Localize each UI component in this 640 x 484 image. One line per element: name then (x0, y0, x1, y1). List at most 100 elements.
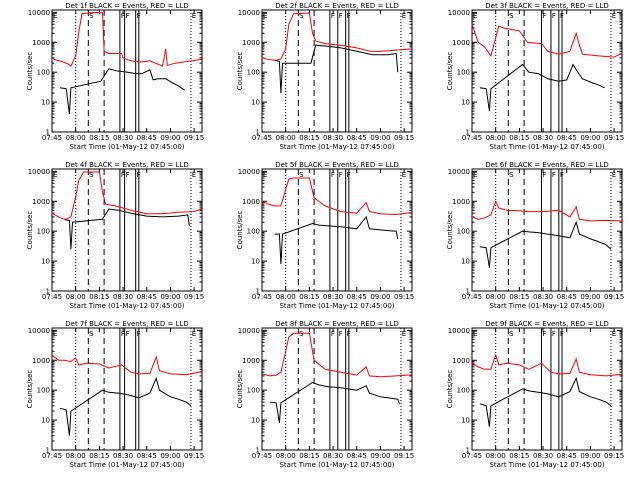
x-tick-label: 08:00 (66, 452, 86, 460)
x-tick-label: 08:00 (486, 452, 506, 460)
y-axis-label: Counts/sec (446, 211, 454, 250)
marker-label-f: F (121, 330, 125, 338)
panel-title: Det 5f BLACK = Events, RED = LLD (275, 161, 398, 169)
events-series-line (59, 68, 185, 115)
plot-frame (261, 327, 413, 451)
marker-label-e: E (263, 12, 267, 20)
y-tick-label: 100 (37, 228, 50, 236)
x-tick-label: 08:30 (113, 293, 133, 301)
x-tick-label: 08:00 (66, 293, 86, 301)
x-tick-label: 08:30 (113, 452, 133, 460)
marker-label-e: E (612, 171, 616, 179)
x-tick-label: 08:00 (486, 293, 506, 301)
y-axis-label: Counts/sec (26, 370, 34, 409)
x-tick-label: 07:45 (252, 134, 272, 142)
x-tick-label: 08:15 (89, 293, 109, 301)
marker-label-s: S (509, 12, 514, 20)
x-tick-label: 08:00 (276, 293, 296, 301)
y-axis-label: Counts/sec (26, 52, 34, 91)
lld-series-line (261, 177, 413, 216)
events-series-line (64, 208, 190, 250)
plot-frame (261, 168, 413, 292)
x-axis-label: Start Time (01-May-12 07:45:00) (489, 143, 604, 151)
marker-label-f: F (331, 12, 335, 20)
panel-title: Det 1f BLACK = Events, RED = LLD (65, 2, 188, 10)
marker-label-e: E (473, 330, 477, 338)
marker-label-e: E (612, 12, 616, 20)
x-tick-label: 08:15 (89, 134, 109, 142)
x-tick-label: 08:30 (533, 293, 553, 301)
marker-label-s: S (509, 171, 514, 179)
x-tick-label: 08:45 (347, 452, 367, 460)
marker-label-f: F (339, 330, 343, 338)
marker-label-s: S (299, 171, 304, 179)
y-tick-label: 100 (457, 228, 470, 236)
x-tick-label: 08:45 (557, 293, 577, 301)
y-tick-label: 1000 (452, 198, 470, 206)
marker-label-f: F (552, 171, 556, 179)
events-series-line (479, 220, 612, 268)
x-axis-label: Start Time (01-May-12 07:45:00) (69, 143, 184, 151)
marker-label-f: F (331, 171, 335, 179)
x-axis-label: Start Time (01-May-12 07:45:00) (279, 461, 394, 469)
lld-series-line (51, 171, 203, 220)
x-tick-label: 07:45 (42, 452, 62, 460)
x-tick-label: 08:00 (486, 134, 506, 142)
y-tick-label: 10000 (238, 9, 260, 17)
y-tick-label: 100 (247, 228, 260, 236)
marker-label-e: E (263, 330, 267, 338)
x-tick-label: 08:45 (347, 134, 367, 142)
x-tick-label: 09:00 (580, 452, 600, 460)
y-tick-label: 10 (41, 99, 50, 107)
y-tick-label: 1 (466, 447, 470, 455)
x-tick-label: 08:15 (509, 134, 529, 142)
x-tick-label: 09:15 (184, 452, 204, 460)
x-tick-label: 09:15 (604, 134, 624, 142)
marker-label-e: E (192, 171, 196, 179)
x-tick-label: 09:15 (604, 452, 624, 460)
marker-label-f: F (126, 330, 130, 338)
events-series-line (274, 44, 399, 94)
y-tick-label: 100 (457, 387, 470, 395)
x-tick-label: 07:45 (462, 134, 482, 142)
x-tick-label: 09:00 (160, 293, 180, 301)
x-tick-label: 08:15 (299, 452, 319, 460)
x-tick-label: 09:00 (370, 134, 390, 142)
y-axis-label: Counts/sec (446, 52, 454, 91)
x-tick-label: 08:30 (323, 293, 343, 301)
x-tick-label: 09:15 (394, 134, 414, 142)
x-tick-label: 07:45 (252, 452, 272, 460)
events-series-line (479, 63, 605, 112)
events-series-line (269, 381, 400, 424)
marker-label-f: F (542, 330, 546, 338)
marker-label-f: F (339, 12, 343, 20)
marker-label-f: F (126, 171, 130, 179)
y-tick-label: 1 (466, 129, 470, 137)
y-tick-label: 10 (251, 258, 260, 266)
x-tick-label: 08:15 (299, 134, 319, 142)
x-tick-label: 09:15 (394, 452, 414, 460)
y-tick-label: 1000 (32, 39, 50, 47)
marker-label-e: E (53, 171, 57, 179)
x-tick-label: 08:30 (113, 134, 133, 142)
x-tick-label: 08:30 (323, 134, 343, 142)
y-tick-label: 10 (251, 417, 260, 425)
y-tick-label: 100 (37, 387, 50, 395)
marker-label-s: S (299, 330, 304, 338)
plot-frame (471, 168, 623, 292)
y-tick-label: 10000 (28, 168, 50, 176)
panel-title: Det 4f BLACK = Events, RED = LLD (65, 161, 188, 169)
x-tick-label: 07:45 (462, 452, 482, 460)
x-tick-label: 08:45 (347, 293, 367, 301)
x-tick-label: 09:15 (394, 293, 414, 301)
x-tick-label: 09:00 (370, 293, 390, 301)
y-axis-label: Counts/sec (26, 211, 34, 250)
y-tick-label: 100 (37, 69, 50, 77)
y-tick-label: 10000 (448, 9, 470, 17)
